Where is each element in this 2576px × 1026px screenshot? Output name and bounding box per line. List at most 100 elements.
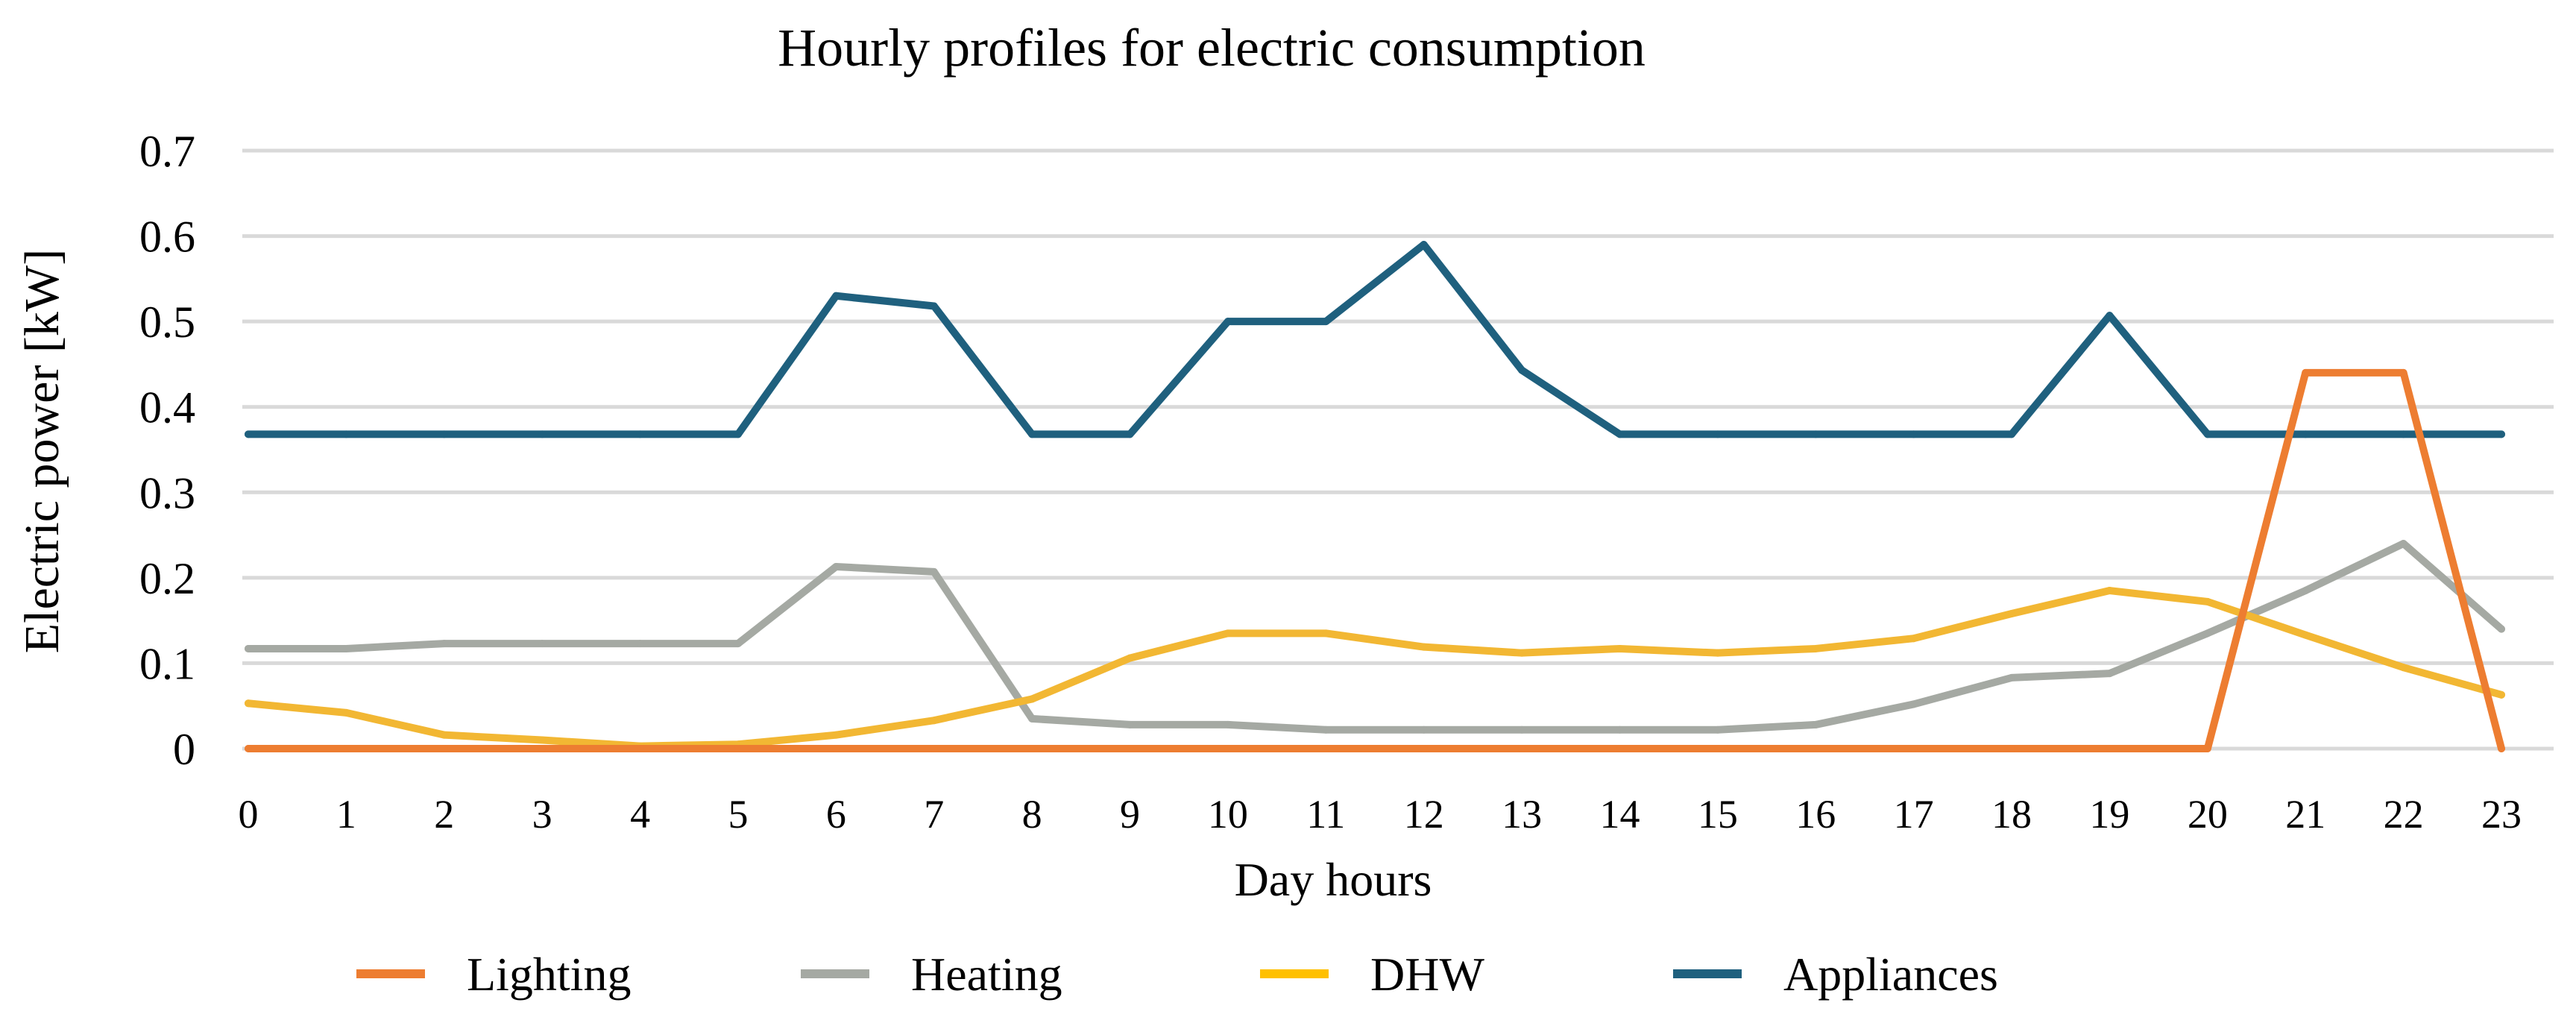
data-point [1028, 745, 1036, 752]
x-tick-label: 1 [336, 792, 356, 837]
x-tick-label: 6 [826, 792, 846, 837]
x-tick-label: 8 [1022, 792, 1042, 837]
data-point [440, 745, 448, 752]
x-tick-label: 23 [2481, 792, 2522, 837]
data-point [636, 430, 644, 438]
data-point [636, 745, 644, 752]
data-point [538, 745, 547, 752]
y-tick-label: 0.7 [139, 127, 195, 176]
legend-item-heating: Heating [801, 948, 1062, 1001]
data-point [1616, 726, 1624, 734]
legend-label: Heating [911, 948, 1062, 1001]
x-tick-label: 12 [1404, 792, 1444, 837]
data-point [1224, 745, 1232, 752]
data-point [538, 430, 547, 438]
data-point [1322, 629, 1330, 638]
data-point [2008, 673, 2016, 682]
series-line [245, 540, 2505, 734]
data-point [2106, 745, 2114, 752]
x-tick-label: 0 [239, 792, 259, 837]
data-point [2008, 609, 2016, 617]
series-lines [245, 241, 2505, 752]
data-point [1028, 714, 1036, 723]
x-tick-label: 9 [1120, 792, 1140, 837]
data-point [1518, 726, 1526, 734]
series-lighting [245, 368, 2505, 752]
y-tick-label: 0.3 [139, 468, 195, 517]
data-point [342, 745, 350, 752]
data-point [342, 708, 350, 717]
y-tick-label: 0.5 [139, 298, 195, 347]
data-point [930, 567, 938, 576]
data-point [1518, 366, 1526, 374]
data-point [245, 699, 252, 708]
data-point [1420, 643, 1428, 651]
data-point [1322, 726, 1330, 734]
x-axis-label: Day hours [1235, 853, 1432, 906]
data-point [2399, 430, 2407, 438]
data-point [440, 640, 448, 648]
y-tick-label: 0.6 [139, 213, 195, 262]
data-point [2399, 368, 2407, 377]
data-point [2498, 745, 2505, 752]
data-point [2203, 629, 2211, 638]
x-tick-label: 22 [2384, 792, 2424, 837]
data-point [930, 717, 938, 725]
data-point [930, 745, 938, 752]
legend-item-lighting: Lighting [356, 948, 631, 1001]
data-point [440, 430, 448, 438]
data-point [2302, 587, 2310, 595]
y-tick-label: 0.2 [139, 554, 195, 603]
series-line [245, 368, 2505, 752]
data-point [734, 430, 742, 438]
data-point [832, 731, 840, 739]
series-line [245, 241, 2505, 438]
data-point [1616, 745, 1624, 752]
data-point [1126, 654, 1134, 662]
data-point [1909, 430, 1918, 438]
data-point [2399, 664, 2407, 672]
legend: Lighting Heating DHW Appliances [356, 948, 1998, 1001]
data-point [538, 640, 547, 648]
data-point [245, 430, 252, 438]
data-point [1224, 720, 1232, 728]
legend-label: Lighting [467, 948, 631, 1001]
y-axis-label: Electric power [kW] [15, 249, 69, 653]
series-appliances [245, 241, 2505, 438]
data-point [538, 736, 547, 744]
data-point [2498, 690, 2505, 699]
data-point [2106, 670, 2114, 678]
x-tick-label: 21 [2285, 792, 2325, 837]
data-point [440, 731, 448, 739]
data-point [734, 745, 742, 752]
x-tick-label: 14 [1599, 792, 1640, 837]
data-point [2203, 430, 2211, 438]
data-point [832, 292, 840, 300]
legend-label: Appliances [1783, 948, 1998, 1001]
x-tick-label: 19 [2089, 792, 2129, 837]
data-point [2498, 625, 2505, 633]
data-point [1616, 644, 1624, 652]
data-point [1028, 695, 1036, 703]
data-point [832, 745, 840, 752]
data-point [1909, 635, 1918, 643]
data-point [1322, 745, 1330, 752]
data-point [1713, 430, 1722, 438]
data-point [1812, 745, 1820, 752]
x-tick-label: 13 [1502, 792, 1542, 837]
data-point [2399, 540, 2407, 548]
x-axis-ticks: 0 1 2 3 4 5 6 7 8 9 10 11 12 13 14 15 16 17 18 19 20 21 22 23 [239, 792, 2522, 837]
data-point [636, 640, 644, 648]
y-tick-label: 0 [173, 725, 195, 774]
data-point [1126, 720, 1134, 728]
data-point [1713, 726, 1722, 734]
data-point [1420, 745, 1428, 752]
series-heating [245, 540, 2505, 734]
data-point [2203, 745, 2211, 752]
data-point [1420, 241, 1428, 249]
x-tick-label: 15 [1698, 792, 1738, 837]
x-tick-label: 3 [532, 792, 552, 837]
legend-item-appliances: Appliances [1673, 948, 1998, 1001]
